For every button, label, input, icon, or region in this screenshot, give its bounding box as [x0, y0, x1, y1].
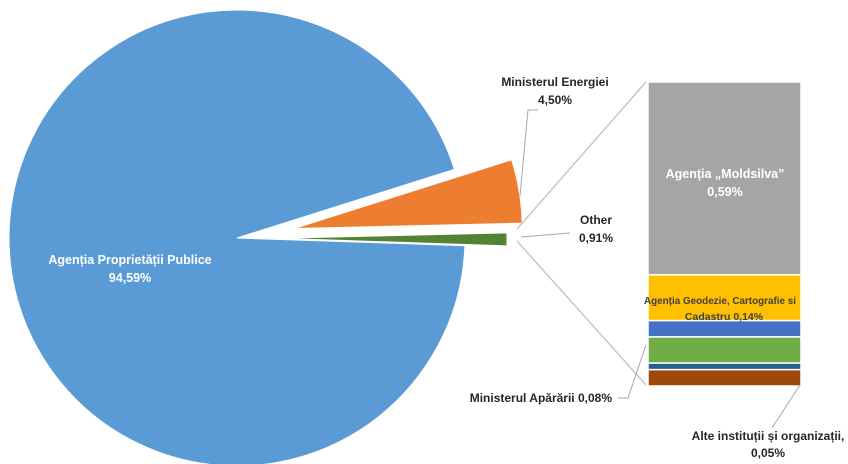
label-alte-line2: 0,05%	[751, 446, 785, 460]
label-moldsilva-name: Agenția „Moldsilva”	[666, 167, 785, 181]
label-alte-line1: Alte instituții și organizații,	[692, 429, 845, 443]
slice-agentia-proprietatii-publice	[8, 9, 466, 464]
leader-alte	[771, 384, 801, 429]
label-moldsilva-value: 0,59%	[707, 185, 742, 199]
label-other-value: 0,91%	[579, 231, 613, 245]
label-app-name: Agenția Proprietății Publice	[48, 253, 211, 267]
bar-segment-geodezie	[647, 274, 802, 322]
pie-slices	[8, 9, 523, 464]
label-ministerul-energiei-name: Ministerul Energiei	[501, 75, 608, 89]
label-ministerul-apararii: Ministerul Apărării 0,08%	[470, 391, 613, 405]
leader-ministerul-apararii	[618, 344, 647, 399]
label-app-value: 94,59%	[109, 271, 151, 285]
bar-segment-alte-institutii	[647, 368, 802, 387]
breakdown-bar	[647, 81, 802, 387]
leader-other	[520, 232, 571, 238]
connector-lines	[516, 81, 647, 386]
label-other-name: Other	[580, 213, 612, 227]
label-ministerul-energiei-value: 4,50%	[538, 93, 572, 107]
leader-ministerul-energiei	[519, 109, 538, 197]
slice-other	[278, 232, 508, 247]
label-geodezie-line2: Cadastru 0,14%	[685, 311, 764, 323]
connector-bottom	[516, 240, 647, 386]
label-geodezie-line1: Agenția Geodezie, Cartografie si	[644, 295, 796, 307]
bar-segment-blue	[647, 319, 802, 338]
connector-top	[516, 81, 647, 230]
bar-segment-dark-blue	[647, 362, 802, 371]
leader-lines	[519, 109, 801, 429]
bar-segment-ministerul-apararii	[647, 336, 802, 364]
